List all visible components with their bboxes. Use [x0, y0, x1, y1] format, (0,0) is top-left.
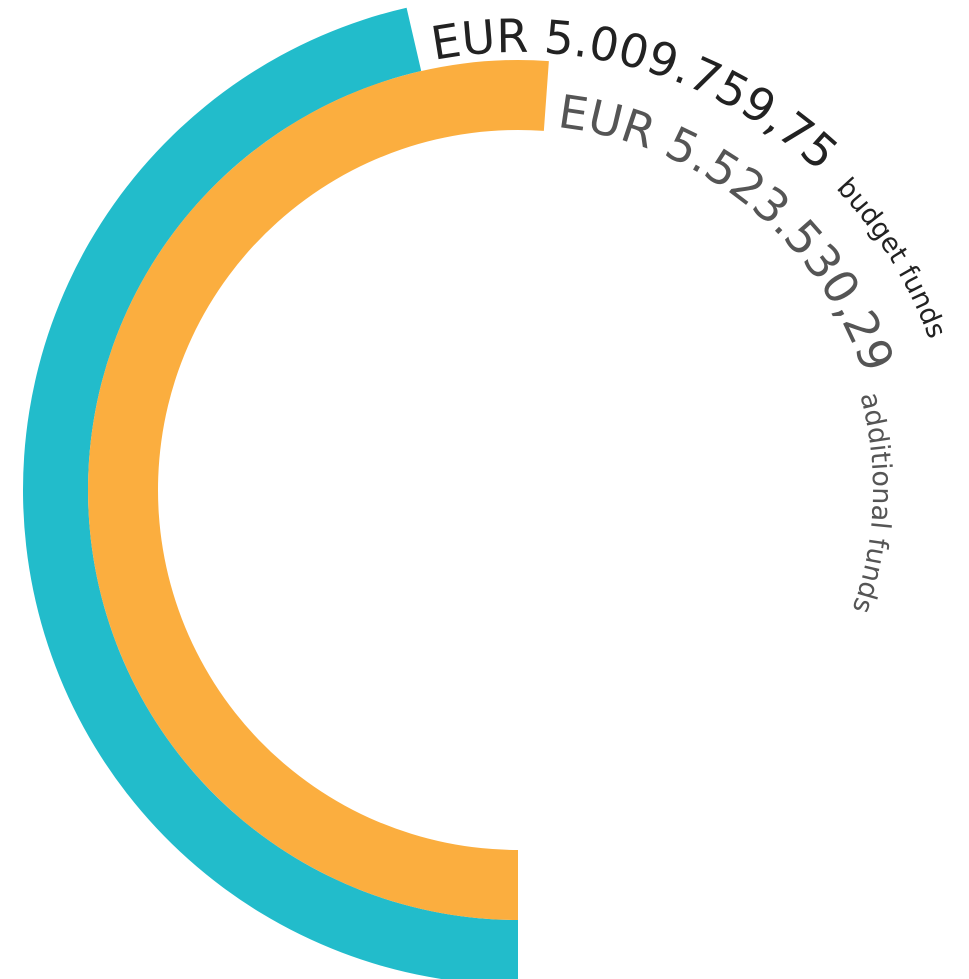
legend-label-path: additional funds [846, 389, 897, 617]
arc-bar [88, 60, 549, 920]
legend-label: additional funds [846, 389, 897, 617]
value-label-path: EUR 5.523.530,29 [555, 84, 905, 378]
value-label: EUR 5.523.530,29 [555, 84, 905, 378]
arc-bar [23, 7, 518, 979]
